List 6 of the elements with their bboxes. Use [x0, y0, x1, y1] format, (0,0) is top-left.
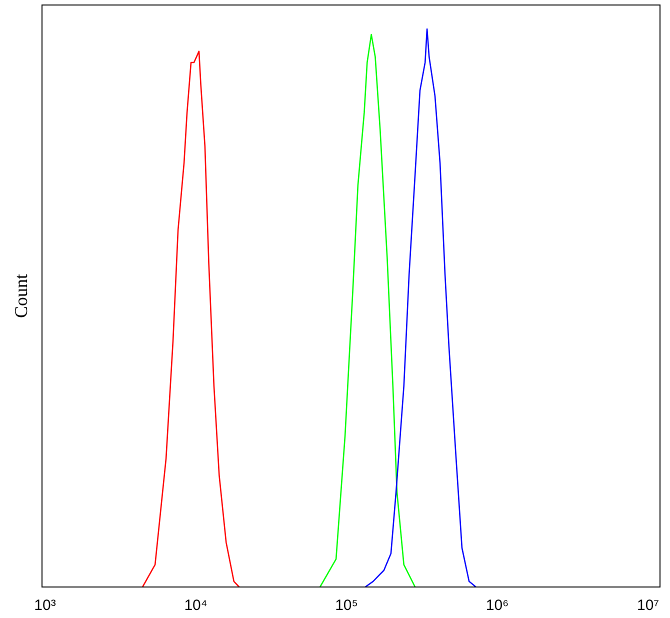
- x-tick-label: 10⁵: [335, 597, 358, 614]
- x-tick-label: 10⁴: [184, 597, 208, 614]
- x-tick-label: 10³: [34, 597, 56, 614]
- y-axis-title: Count: [11, 274, 31, 318]
- x-tick-label: 10⁷: [637, 597, 660, 614]
- x-tick-label: 10⁶: [486, 597, 509, 614]
